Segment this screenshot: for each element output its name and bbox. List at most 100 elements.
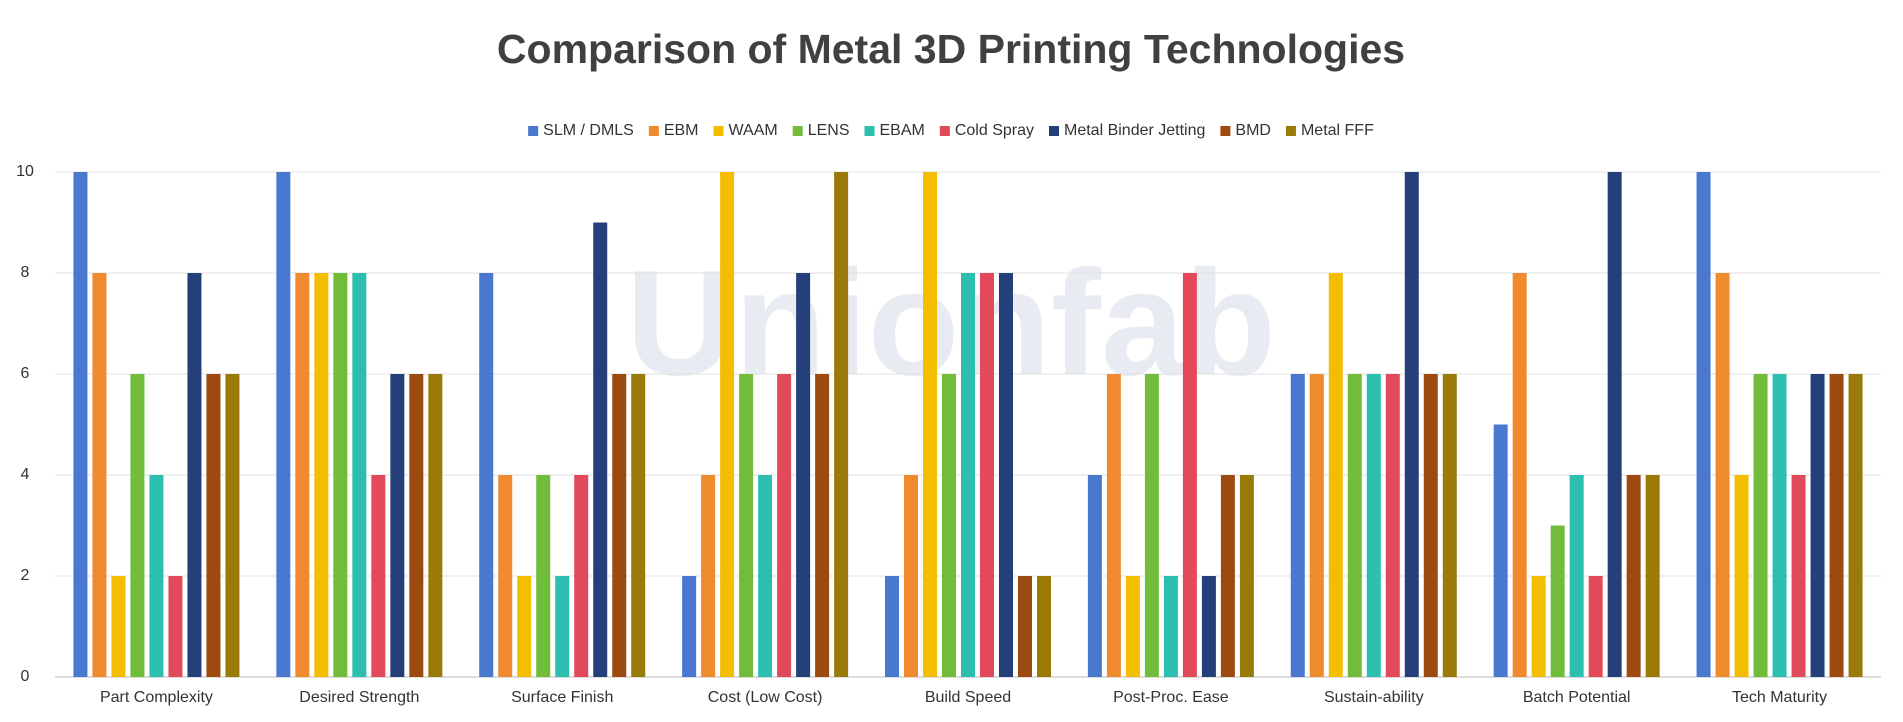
bar	[701, 475, 716, 677]
bar	[428, 374, 443, 677]
bar	[1423, 374, 1438, 677]
bar	[1220, 475, 1235, 677]
bar	[168, 576, 183, 677]
legend-swatch	[792, 126, 803, 136]
bar	[1626, 475, 1641, 677]
bar	[130, 374, 145, 677]
bar	[479, 273, 494, 677]
x-tick-label: Cost (Low Cost)	[708, 689, 823, 706]
bar	[739, 374, 754, 677]
legend-swatch	[713, 126, 724, 136]
bar	[1385, 374, 1400, 677]
bar	[1848, 374, 1863, 677]
x-tick-label: Tech Maturity	[1732, 689, 1827, 706]
x-tick-label: Batch Potential	[1523, 689, 1631, 706]
bar	[517, 576, 532, 677]
bar	[295, 273, 310, 677]
y-tick-label: 2	[21, 567, 30, 584]
legend: SLM / DMLS EBM WAAM LENS EBAM Cold Spray Metal…	[528, 122, 1374, 139]
bar	[1829, 374, 1844, 677]
bar	[834, 172, 849, 677]
legend-swatch	[939, 126, 950, 136]
bar	[1810, 374, 1825, 677]
bar	[1087, 475, 1102, 677]
bar	[73, 172, 88, 677]
x-tick-label: Sustain-ability	[1324, 689, 1424, 706]
bar	[92, 273, 107, 677]
bar	[276, 172, 291, 677]
bar	[498, 475, 513, 677]
bar	[923, 172, 937, 677]
bar	[1531, 576, 1546, 677]
x-tick-label: Surface Finish	[511, 689, 613, 706]
y-tick-label: 0	[21, 668, 30, 685]
y-tick-label: 8	[21, 264, 30, 281]
legend-label: BMD	[1235, 122, 1271, 139]
bar	[961, 273, 975, 677]
bar	[1493, 424, 1508, 677]
bar	[1328, 273, 1343, 677]
bar	[187, 273, 202, 677]
bar	[1607, 172, 1622, 677]
bar	[1201, 576, 1216, 677]
bar	[758, 475, 773, 677]
y-tick-label: 4	[21, 466, 30, 483]
y-tick-label: 10	[16, 163, 34, 180]
legend-label: WAAM	[729, 122, 778, 139]
bar	[1347, 374, 1362, 677]
bar	[225, 374, 240, 677]
bar	[1442, 374, 1457, 677]
bar	[371, 475, 386, 677]
bar	[352, 273, 367, 677]
bar	[314, 273, 329, 677]
bar	[409, 374, 424, 677]
bar	[1696, 172, 1711, 677]
bar	[1182, 273, 1197, 677]
legend-label: Metal Binder Jetting	[1064, 122, 1205, 139]
bar	[574, 475, 589, 677]
chart-title: Comparison of Metal 3D Printing Technolo…	[497, 26, 1405, 72]
bar	[593, 222, 608, 677]
bar	[1163, 576, 1178, 677]
legend-swatch	[528, 126, 539, 136]
bar	[1791, 475, 1806, 677]
legend-label: EBM	[664, 122, 699, 139]
legend-swatch	[864, 126, 875, 136]
bar	[1512, 273, 1527, 677]
bar	[536, 475, 551, 677]
bar	[1734, 475, 1749, 677]
bar	[1715, 273, 1730, 677]
bar	[1569, 475, 1584, 677]
bar	[999, 273, 1013, 677]
bar	[390, 374, 405, 677]
bar	[1645, 475, 1660, 677]
bar	[111, 576, 126, 677]
bar	[555, 576, 570, 677]
legend-label: SLM / DMLS	[543, 122, 634, 139]
legend-label: Metal FFF	[1301, 122, 1374, 139]
legend-swatch	[648, 126, 659, 136]
bar	[720, 172, 735, 677]
bar	[980, 273, 994, 677]
bar	[206, 374, 221, 677]
bar	[612, 374, 627, 677]
bar	[682, 576, 697, 677]
legend-swatch	[1220, 126, 1231, 136]
bar	[1550, 525, 1565, 677]
bar	[1366, 374, 1381, 677]
bar	[1144, 374, 1159, 677]
legend-label: EBAM	[879, 122, 924, 139]
bar	[1106, 374, 1121, 677]
bar	[1588, 576, 1603, 677]
bar	[942, 374, 956, 677]
bar	[815, 374, 830, 677]
legend-swatch	[1285, 126, 1296, 136]
bar	[796, 273, 811, 677]
bar	[1772, 374, 1787, 677]
x-tick-label: Post-Proc. Ease	[1113, 689, 1229, 706]
legend-swatch	[1048, 126, 1059, 136]
bar	[1239, 475, 1254, 677]
x-tick-label: Part Complexity	[100, 689, 213, 706]
x-tick-label: Desired Strength	[299, 689, 419, 706]
